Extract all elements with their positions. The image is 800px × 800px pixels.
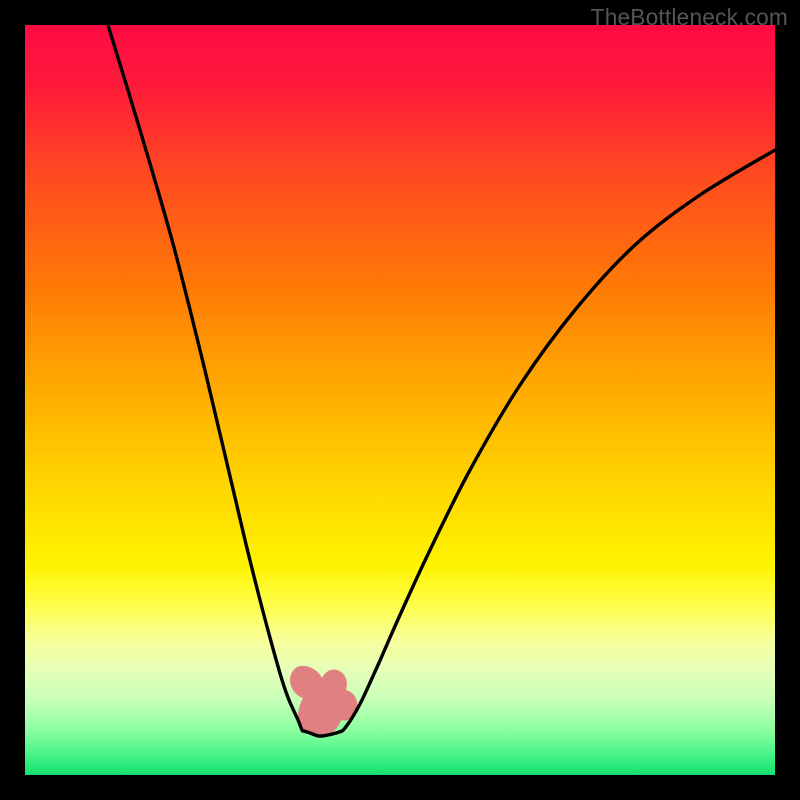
- plot-background: [25, 25, 775, 775]
- bottleneck-chart: [0, 0, 800, 800]
- watermark-text: TheBottleneck.com: [591, 4, 788, 31]
- chart-frame: TheBottleneck.com: [0, 0, 800, 800]
